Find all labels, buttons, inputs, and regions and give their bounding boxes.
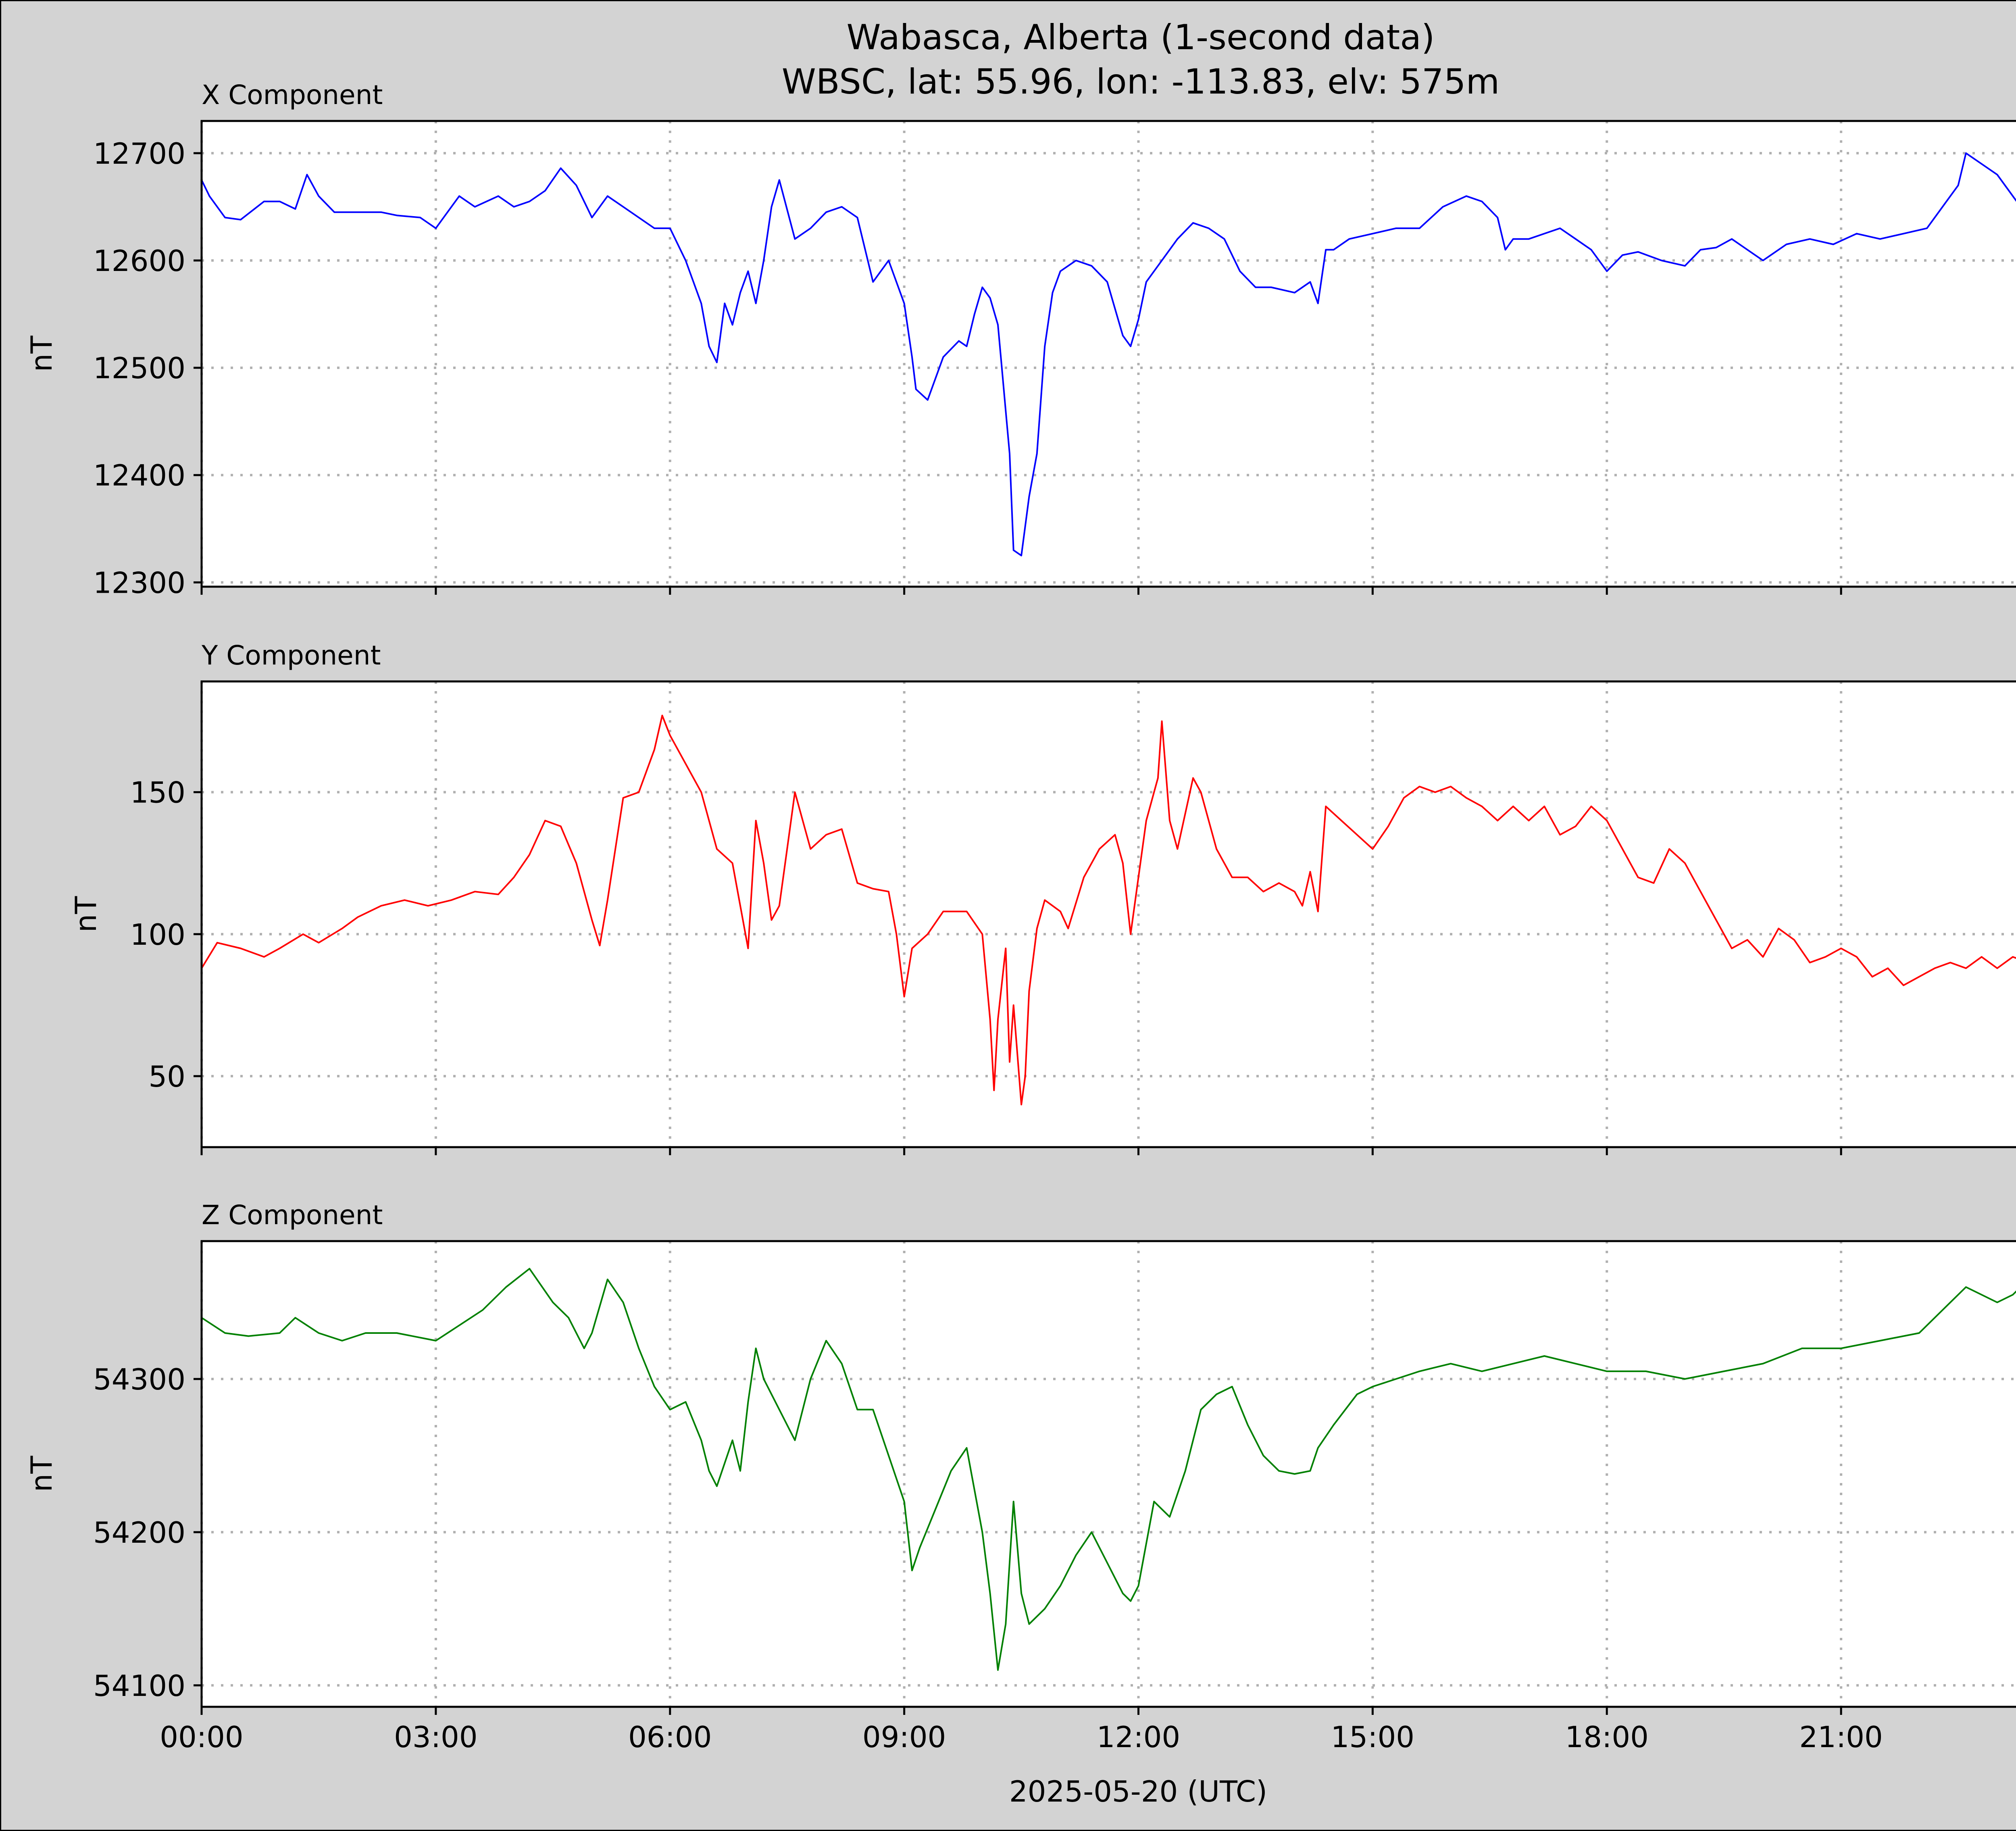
x-component-panel: 12300 12400 12500 12600 12700 X Component nT bbox=[25, 79, 2016, 600]
z-ytick-label-1: 54200 bbox=[93, 1516, 185, 1550]
xtick-label-0: 00:00 bbox=[160, 1720, 244, 1754]
xtick-label-5: 15:00 bbox=[1331, 1720, 1415, 1754]
xtick-label-1: 03:00 bbox=[394, 1720, 478, 1754]
x-ytick-label-4: 12700 bbox=[93, 137, 185, 171]
y-axes-frame bbox=[200, 680, 2016, 1148]
z-ytick-label-2: 54300 bbox=[93, 1362, 185, 1396]
y-series-line bbox=[201, 714, 2016, 1106]
x-ytick-label-2: 12500 bbox=[93, 351, 185, 385]
y-y-axis-label: nT bbox=[69, 896, 103, 933]
z-panel-title: Z Component bbox=[202, 1200, 383, 1231]
xtick-label-3: 09:00 bbox=[862, 1720, 946, 1754]
z-series-line bbox=[201, 1268, 2016, 1671]
x-plot-area bbox=[202, 121, 2016, 587]
x-y-axis-label: nT bbox=[25, 335, 58, 372]
y-ytick-label-0: 50 bbox=[148, 1060, 185, 1094]
xtick-label-7: 21:00 bbox=[1799, 1720, 1883, 1754]
z-axes-frame bbox=[200, 1240, 2016, 1708]
y-ytick-label-1: 100 bbox=[130, 918, 185, 952]
xtick-label-2: 06:00 bbox=[628, 1720, 712, 1754]
y-panel-title: Y Component bbox=[201, 640, 381, 671]
z-y-axis-label: nT bbox=[25, 1456, 58, 1492]
y-ytick-label-2: 150 bbox=[130, 776, 185, 810]
x-axis-label: 2025-05-20 (UTC) bbox=[1009, 1775, 1267, 1808]
xtick-label-6: 18:00 bbox=[1565, 1720, 1649, 1754]
x-axes-frame bbox=[200, 120, 2016, 588]
x-panel-title: X Component bbox=[202, 79, 383, 110]
figure-title-line2: WBSC, lat: 55.96, lon: -113.83, elv: 575… bbox=[782, 62, 1500, 102]
y-component-panel: 50 100 150 Y Component nT bbox=[69, 640, 2016, 1155]
x-ytick-label-1: 12400 bbox=[93, 458, 185, 492]
x-ytick-label-3: 12600 bbox=[93, 244, 185, 278]
figure-title-line1: Wabasca, Alberta (1-second data) bbox=[847, 17, 1435, 58]
z-ytick-label-0: 54100 bbox=[93, 1669, 185, 1703]
x-series-line bbox=[201, 152, 2016, 556]
xtick-label-4: 12:00 bbox=[1097, 1720, 1181, 1754]
z-component-panel: 54100 54200 54300 Z Component nT 00:00 03:00 06… bbox=[25, 1200, 2016, 1754]
z-plot-area bbox=[202, 1241, 2016, 1707]
x-ytick-label-0: 12300 bbox=[93, 566, 185, 600]
